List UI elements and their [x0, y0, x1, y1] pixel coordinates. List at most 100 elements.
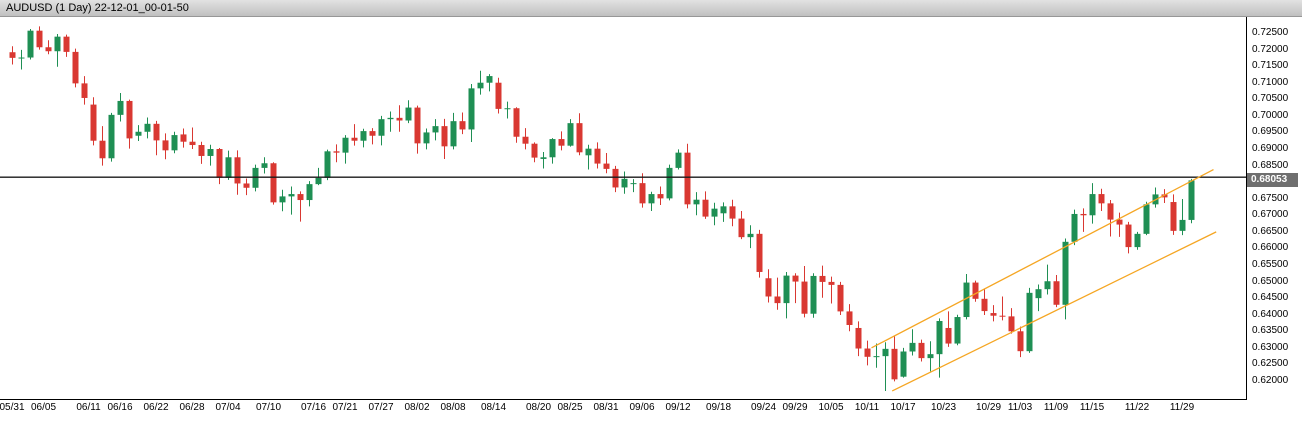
- trendline-2[interactable]: [891, 231, 1217, 392]
- candle-06/17: [126, 99, 133, 149]
- candle-11/02: [1008, 308, 1015, 334]
- candle-07/25: [360, 128, 367, 148]
- candle-08/31: [603, 152, 610, 174]
- price-axis-label: 0.66000: [1252, 242, 1289, 254]
- candle-10/19: [918, 339, 925, 362]
- time-axis-label: 06/28: [179, 402, 205, 413]
- candle-09/20: [729, 199, 736, 227]
- price-axis[interactable]: 0.68053 0.72500 0.72000 0.71500 0.71000 0.70…: [1247, 17, 1302, 418]
- price-axis-label: 0.72500: [1252, 27, 1289, 38]
- candle-09/15: [702, 191, 709, 219]
- candle-06/27: [180, 128, 187, 148]
- candle-09/01: [612, 165, 619, 193]
- price-axis-label: 0.71500: [1252, 60, 1289, 72]
- candle-07/05: [234, 150, 241, 195]
- time-axis-label: 08/08: [440, 402, 466, 413]
- candle-08/12: [486, 74, 493, 92]
- trendline-1[interactable]: [871, 168, 1214, 349]
- candle-08/23: [549, 138, 556, 164]
- time-axis-label: 10/05: [818, 402, 844, 413]
- candle-06/14: [99, 126, 106, 166]
- candle-09/05: [630, 179, 637, 193]
- time-axis-label: 08/31: [593, 402, 619, 413]
- candle-07/20: [333, 144, 340, 163]
- candle-06/28: [189, 127, 196, 149]
- time-axis-label: 06/22: [143, 402, 169, 413]
- price-axis-label: 0.67000: [1252, 209, 1289, 221]
- candle-11/03: [1017, 326, 1024, 358]
- time-axis[interactable]: 05/31 06/05 06/11 06/16 06/22 06/28 07/04 07/10…: [0, 400, 1247, 418]
- price-axis-label: 0.63000: [1252, 341, 1289, 353]
- candle-09/08: [657, 186, 664, 206]
- candle-10/14: [891, 335, 898, 382]
- time-axis-label: 09/24: [750, 402, 777, 413]
- time-axis-label: 06/05: [30, 402, 57, 413]
- candle-06/15: [108, 112, 115, 162]
- price-axis-label: 0.69000: [1252, 143, 1289, 154]
- time-axis-label: 06/16: [107, 402, 133, 413]
- time-axis-label: 10/11: [854, 402, 880, 413]
- time-axis-label: 07/16: [300, 402, 327, 413]
- candle-09/28: [783, 271, 790, 319]
- candle-09/27: [774, 277, 781, 310]
- candle-08/04: [432, 119, 439, 141]
- price-chart[interactable]: [0, 17, 1247, 400]
- candle-06/08: [63, 34, 70, 57]
- candle-09/06: [639, 173, 646, 208]
- price-axis-label: 0.68500: [1252, 159, 1289, 171]
- time-axis-label: 08/20: [525, 402, 552, 413]
- time-axis-label: 11/22: [1124, 402, 1150, 413]
- candle-08/02: [414, 105, 421, 154]
- candle-11/14: [1080, 208, 1087, 232]
- candle-06/01: [18, 49, 25, 70]
- candle-09/13: [684, 143, 691, 209]
- candle-09/19: [720, 202, 727, 222]
- candle-06/21: [144, 117, 151, 139]
- candle-10/12: [873, 343, 880, 368]
- price-axis-label: 0.64000: [1252, 308, 1289, 320]
- candle-07/19: [324, 149, 331, 181]
- candle-11/24: [1152, 187, 1159, 208]
- candle-08/09: [459, 112, 466, 135]
- candle-09/07: [648, 191, 655, 211]
- candle-11/25: [1161, 189, 1168, 204]
- time-axis-label: 05/31: [0, 402, 25, 413]
- time-axis-label: 07/21: [332, 402, 358, 413]
- candle-06/24: [171, 131, 178, 154]
- candle-11/11: [1071, 209, 1078, 246]
- price-axis-label: 0.70000: [1252, 109, 1289, 121]
- candle-09/16: [711, 202, 718, 226]
- candle-06/03: [36, 26, 43, 50]
- candle-06/23: [162, 133, 169, 160]
- price-axis-label: 0.65500: [1252, 259, 1289, 270]
- candle-11/07: [1035, 284, 1042, 312]
- candle-10/10: [855, 321, 862, 357]
- candle-10/03: [810, 273, 817, 318]
- candle-07/13: [288, 186, 295, 215]
- price-chart-svg[interactable]: [0, 17, 1246, 399]
- candle-08/08: [450, 112, 457, 150]
- candle-10/18: [909, 329, 916, 356]
- price-axis-label: 0.65000: [1252, 275, 1289, 287]
- price-axis-label: 0.71000: [1252, 76, 1289, 88]
- time-axis-label: 08/25: [557, 402, 583, 413]
- candle-10/05: [828, 276, 835, 304]
- candle-08/18: [522, 128, 529, 150]
- price-axis-label: 0.69500: [1252, 126, 1289, 138]
- candle-09/14: [693, 192, 700, 216]
- candle-11/15: [1089, 183, 1096, 224]
- price-axis-label: 0.67500: [1252, 192, 1289, 204]
- candle-08/15: [495, 77, 502, 114]
- time-axis-label: 11/03: [1007, 402, 1033, 413]
- candle-09/30: [801, 265, 808, 318]
- time-axis-label: 10/23: [930, 402, 957, 413]
- window-titlebar[interactable]: AUDUSD (1 Day) 22-12-01_00-01-50: [0, 0, 1302, 17]
- candle-07/08: [261, 157, 268, 174]
- current-price-marker: 0.68053: [1247, 173, 1298, 188]
- time-axis-label: 09/06: [629, 402, 655, 413]
- candle-06/06: [45, 40, 52, 55]
- time-axis-label: 09/29: [782, 402, 808, 413]
- price-axis-label: 0.66500: [1252, 225, 1289, 237]
- candle-08/11: [477, 70, 484, 95]
- time-axis-label: 08/14: [480, 402, 507, 413]
